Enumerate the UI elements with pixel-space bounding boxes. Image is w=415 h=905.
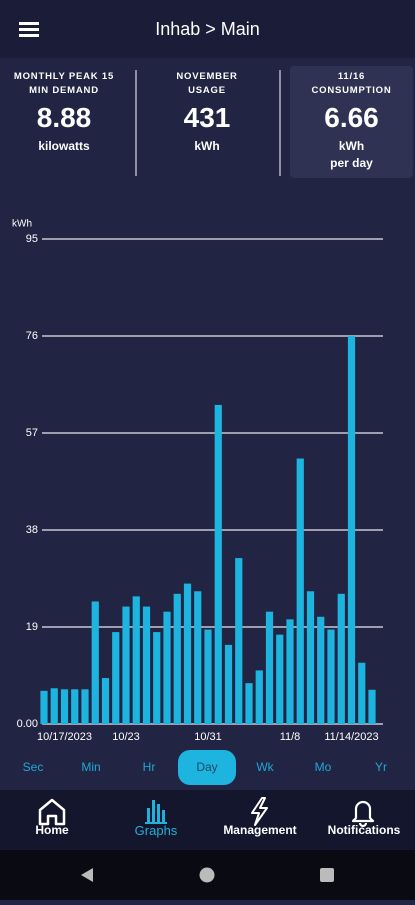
bar bbox=[276, 634, 284, 724]
bar bbox=[112, 632, 120, 724]
system-buttons bbox=[81, 867, 334, 883]
y-tick-label: 0.00 bbox=[17, 718, 38, 730]
y-axis-label: kWh bbox=[12, 219, 32, 230]
bar bbox=[317, 616, 325, 724]
bar bbox=[101, 678, 110, 724]
stat-unit: kWh per day bbox=[330, 139, 373, 170]
separator bbox=[135, 70, 137, 176]
bar bbox=[81, 689, 89, 724]
stat-label: 11/16 CONSUMPTION bbox=[311, 71, 392, 96]
bar bbox=[296, 458, 304, 724]
nav-item[interactable]: Home bbox=[35, 823, 69, 837]
app-title: Inhab > Main bbox=[155, 19, 260, 39]
time-tab[interactable]: Mo bbox=[314, 760, 332, 774]
bar bbox=[173, 593, 181, 724]
stat-unit: kWh bbox=[194, 139, 220, 153]
bar bbox=[183, 583, 192, 724]
graphs-icon[interactable] bbox=[145, 800, 167, 824]
time-tab[interactable]: Min bbox=[81, 760, 101, 774]
bar bbox=[224, 644, 233, 724]
bar bbox=[204, 629, 212, 724]
time-tab[interactable]: Wk bbox=[256, 760, 274, 774]
stat-value: 6.66 bbox=[324, 102, 379, 133]
nav-item[interactable]: Graphs bbox=[134, 823, 178, 838]
notifications-icon[interactable] bbox=[351, 800, 375, 828]
stat-card: MONTHLY PEAK 15 MIN DEMAND 8.88 kilowatt… bbox=[3, 66, 125, 176]
back-button[interactable] bbox=[81, 868, 93, 882]
bar bbox=[122, 606, 130, 724]
time-tab[interactable]: Day bbox=[178, 750, 236, 785]
stat-unit: kilowatts bbox=[38, 139, 90, 153]
bar bbox=[265, 611, 274, 724]
bar bbox=[142, 606, 151, 724]
bar bbox=[163, 611, 171, 724]
stat-value: 8.88 bbox=[36, 102, 92, 133]
x-tick-label: 11/8 bbox=[280, 731, 301, 743]
app-bar: Inhab > Main bbox=[0, 0, 415, 58]
x-tick-label: 10/23 bbox=[112, 731, 140, 743]
x-tick-label: 10/31 bbox=[194, 731, 222, 743]
x-tick-label: 11/14/2023 bbox=[324, 731, 378, 743]
stat-card: 11/16 CONSUMPTION 6.66 kWh per day bbox=[290, 66, 413, 178]
bar bbox=[50, 688, 58, 724]
home-button[interactable] bbox=[199, 867, 215, 883]
chart: kWh 0.00 19 38 57 76 95 10/17/2023 10/23 10/31 11… bbox=[12, 219, 383, 743]
y-tick-label: 19 bbox=[26, 621, 38, 633]
bar bbox=[153, 632, 161, 724]
bar bbox=[245, 683, 253, 724]
bar bbox=[306, 591, 315, 724]
system-nav bbox=[0, 850, 415, 900]
bar bbox=[327, 629, 335, 724]
y-tick-label: 95 bbox=[26, 233, 38, 245]
separator bbox=[279, 70, 281, 176]
y-tick-label: 38 bbox=[26, 524, 38, 536]
bar bbox=[91, 601, 99, 724]
bar bbox=[60, 689, 69, 724]
bar bbox=[337, 593, 345, 724]
time-tab[interactable]: Hr bbox=[142, 760, 156, 774]
nav-item[interactable]: Management bbox=[223, 823, 297, 837]
bar bbox=[255, 670, 263, 724]
bar bbox=[132, 596, 140, 724]
nav-item[interactable]: Notifications bbox=[327, 823, 401, 837]
time-tab[interactable]: Yr bbox=[375, 760, 387, 774]
y-tick-label: 57 bbox=[26, 427, 38, 439]
bar bbox=[194, 591, 202, 724]
bottom-nav bbox=[0, 790, 415, 850]
bar bbox=[71, 689, 79, 724]
nav-icons bbox=[38, 797, 375, 828]
stat-label: NOVEMBER USAGE bbox=[176, 71, 238, 96]
bar bbox=[40, 690, 48, 724]
bar bbox=[358, 662, 366, 724]
bar bbox=[368, 689, 376, 724]
bar bbox=[214, 404, 222, 724]
menu-icon[interactable] bbox=[19, 20, 43, 40]
bar bbox=[286, 619, 294, 724]
stat-card: NOVEMBER USAGE 431 kWh bbox=[146, 66, 268, 176]
bar bbox=[235, 558, 243, 724]
management-icon[interactable] bbox=[251, 797, 268, 826]
stat-label: MONTHLY PEAK 15 MIN DEMAND bbox=[13, 71, 115, 96]
bar bbox=[347, 336, 356, 724]
x-tick-label: 10/17/2023 bbox=[37, 731, 92, 743]
home-icon[interactable] bbox=[38, 798, 66, 826]
stat-value: 431 bbox=[183, 102, 231, 133]
time-tab[interactable]: Sec bbox=[22, 760, 44, 774]
y-tick-label: 76 bbox=[26, 330, 38, 342]
recents-button[interactable] bbox=[320, 868, 334, 882]
